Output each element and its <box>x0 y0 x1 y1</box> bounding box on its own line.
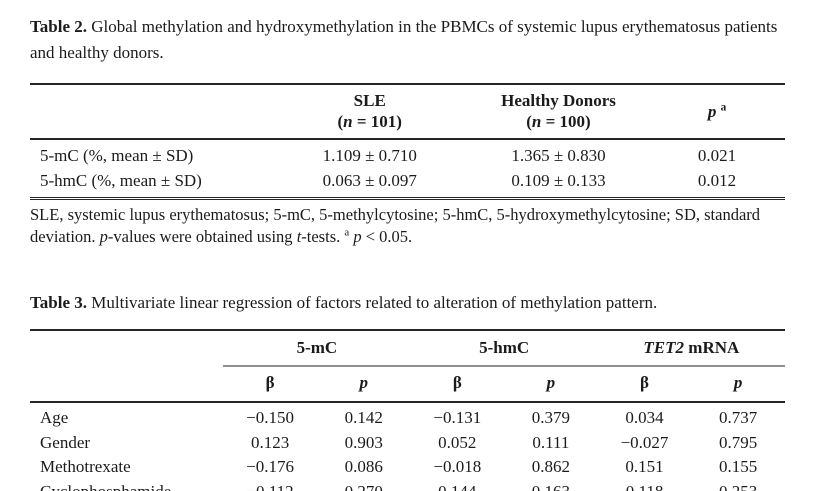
cell-beta: −0.150 <box>246 408 294 427</box>
cell-pvalue: 0.021 <box>697 146 737 165</box>
table2-header-sle-n: (n = 101) <box>337 112 402 131</box>
cell-p: 0.270 <box>344 481 383 491</box>
table3-group-header-row: 5-mC 5-hmC TET2 mRNA <box>30 330 785 367</box>
cell-p: 0.737 <box>719 408 758 427</box>
cell-beta: 0.144 <box>438 481 477 491</box>
cell-beta: 0.052 <box>438 432 477 452</box>
cell-sle: 1.109 ± 0.710 <box>322 146 417 165</box>
table2-row-5hmc: 5-hmC (%, mean ± SD) 0.063 ± 0.097 0.109… <box>30 168 785 199</box>
table2-header-healthy: Healthy Donors (n = 100) <box>467 84 650 140</box>
cell-beta: −0.176 <box>246 457 294 476</box>
cell-p: 0.086 <box>344 457 383 476</box>
table2-header-sle-name: SLE <box>353 91 386 110</box>
cell-p: 0.903 <box>344 432 383 452</box>
cell-p: 0.379 <box>531 408 571 427</box>
cell-p: 0.163 <box>531 481 571 491</box>
table2-header-pvalue: p a <box>649 84 785 140</box>
cell-beta: −0.131 <box>433 408 482 427</box>
row-label: 5-hmC (%, mean ± SD) <box>40 171 202 190</box>
table2-row-5mc: 5-mC (%, mean ± SD) 1.109 ± 0.710 1.365 … <box>30 139 785 168</box>
cell-beta: 0.034 <box>625 408 664 427</box>
table3: 5-mC 5-hmC TET2 mRNA β p β p β p Age −0.… <box>30 329 785 491</box>
table3-subheader-beta: β <box>223 366 317 403</box>
table3-group-5mc: 5-mC <box>223 330 411 367</box>
table3-subheader-p: p <box>691 366 785 403</box>
table3-group-empty <box>30 330 223 366</box>
row-label: Gender <box>40 432 91 452</box>
table3-subheader-p: p <box>504 366 598 403</box>
row-label: Age <box>40 408 69 427</box>
table3-subheader-empty <box>30 366 224 403</box>
cell-beta: −0.112 <box>246 481 294 491</box>
cell-sle: 0.063 ± 0.097 <box>322 171 417 190</box>
cell-beta: 0.118 <box>625 481 664 491</box>
table3-subheader-p: p <box>316 366 411 403</box>
table3-row-cyclophosphamide: Cyclophosphamide −0.112 0.270 0.144 0.16… <box>30 480 785 491</box>
table3-row-methotrexate: Methotrexate −0.176 0.086 −0.018 0.862 0… <box>30 455 785 480</box>
cell-p: 0.111 <box>532 432 570 452</box>
table2-caption: Table 2. Global methylation and hydroxym… <box>30 17 778 62</box>
table2-header-healthy-n: (n = 100) <box>526 112 591 131</box>
table3-subheader-beta: β <box>597 366 692 403</box>
cell-beta: −0.018 <box>433 457 482 476</box>
cell-beta: −0.027 <box>620 432 669 452</box>
table3-group-5hmc: 5-hmC <box>410 330 598 367</box>
row-label: Cyclophosphamide <box>40 481 172 491</box>
cell-pvalue: 0.012 <box>697 171 737 190</box>
table2-header-healthy-name: Healthy Donors <box>501 91 616 110</box>
table3-subheader-beta: β <box>410 366 505 403</box>
cell-healthy: 1.365 ± 0.830 <box>511 146 606 165</box>
cell-p: 0.155 <box>719 457 758 476</box>
table2-header-row: SLE (n = 101) Healthy Donors (n = 100) p… <box>30 84 785 140</box>
table3-caption: Table 3. Multivariate linear regression … <box>30 293 658 312</box>
cell-beta: 0.123 <box>250 432 290 452</box>
table2: SLE (n = 101) Healthy Donors (n = 100) p… <box>30 83 785 200</box>
cell-p: 0.142 <box>344 408 383 427</box>
table2-header-empty <box>30 84 272 140</box>
table2-header-sle: SLE (n = 101) <box>271 84 468 140</box>
cell-beta: 0.151 <box>625 457 664 476</box>
table3-subheader-row: β p β p β p <box>30 366 785 403</box>
row-label: 5-mC (%, mean ± SD) <box>40 146 194 165</box>
cell-p: 0.795 <box>719 432 758 452</box>
row-label: Methotrexate <box>40 457 131 476</box>
cell-p: 0.862 <box>531 457 571 476</box>
cell-p: 0.253 <box>719 481 758 491</box>
table3-row-gender: Gender 0.123 0.903 0.052 0.111 −0.027 0.… <box>30 431 785 456</box>
table3-row-age: Age −0.150 0.142 −0.131 0.379 0.034 0.73… <box>30 402 785 431</box>
table2-footnote: SLE, systemic lupus erythematosus; 5-mC,… <box>30 205 761 246</box>
cell-healthy: 0.109 ± 0.133 <box>511 171 606 190</box>
table3-group-tet2: TET2 mRNA <box>597 330 785 367</box>
